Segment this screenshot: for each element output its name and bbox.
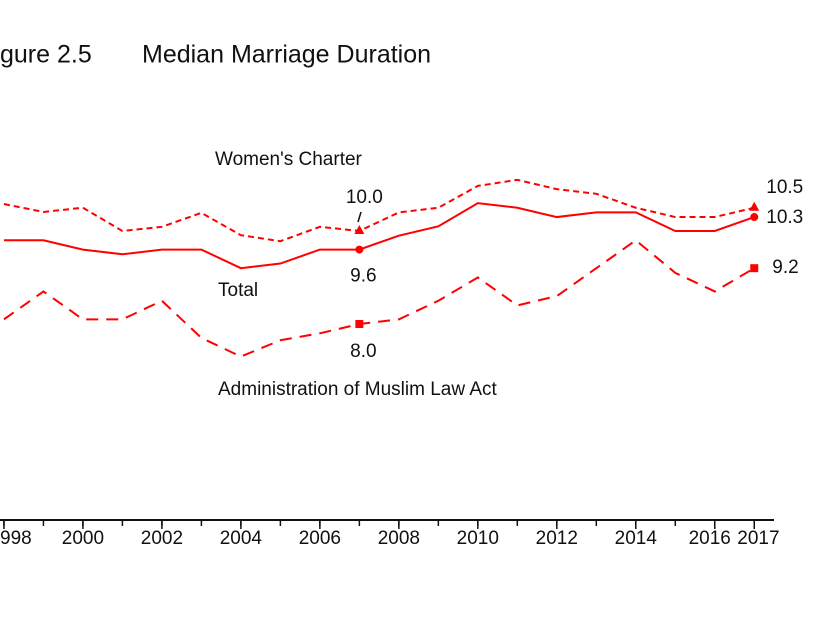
x-tick-label: 2017 (737, 528, 779, 549)
marker (355, 245, 364, 254)
annotation-arrow (357, 211, 362, 223)
series-line (3, 178, 755, 243)
series-line (3, 239, 755, 358)
value-label: 9.2 (772, 257, 798, 278)
figure-label: gure 2.5 (0, 41, 92, 69)
value-label: 9.6 (350, 266, 376, 287)
series-line (3, 202, 755, 270)
x-tick-label: 2000 (62, 528, 104, 549)
x-tick-label: 2010 (457, 528, 499, 549)
marker (354, 225, 365, 234)
chart-title: Median Marriage Duration (142, 41, 431, 69)
series-label: Women's Charter (215, 149, 363, 170)
value-label: 8.0 (350, 341, 376, 362)
series-label: Administration of Muslim Law Act (218, 379, 497, 400)
x-tick-label: 2004 (220, 528, 263, 549)
x-tick-label: 2002 (141, 528, 183, 549)
x-tick-label: 2012 (536, 528, 578, 549)
value-label: 10.5 (766, 177, 803, 198)
marker (750, 213, 759, 222)
x-tick-label: 2016 (689, 528, 731, 549)
x-tick-label: 998 (0, 528, 32, 549)
value-label: 10.3 (766, 207, 803, 228)
marker (355, 320, 364, 328)
x-tick-label: 2008 (378, 528, 420, 549)
x-tick-label: 2006 (299, 528, 341, 549)
value-label: 10.0 (346, 187, 383, 208)
series-label: Total (218, 280, 258, 301)
x-tick-label: 2014 (615, 528, 658, 549)
marker (750, 264, 759, 273)
marker (749, 201, 760, 211)
